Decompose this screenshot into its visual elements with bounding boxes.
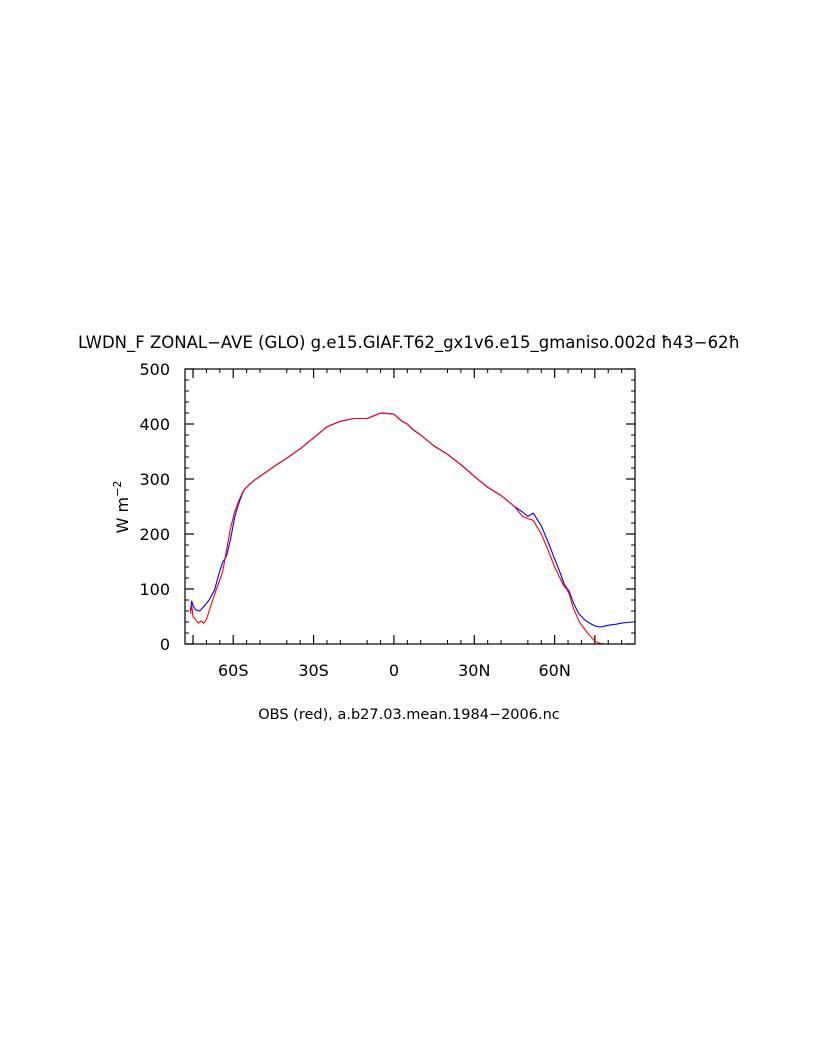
- x-tick-label: 0: [389, 661, 399, 680]
- x-tick-label: 60S: [218, 661, 249, 680]
- chart-caption: OBS (red), a.b27.03.mean.1984−2006.nc: [258, 707, 560, 723]
- series-line-2: [189, 412, 633, 645]
- plot-frame: [184, 368, 636, 645]
- x-tick-label: 60N: [538, 661, 570, 680]
- minor-ticks: [185, 368, 635, 645]
- y-axis-label-base: W m: [113, 497, 132, 534]
- y-axis-label: W m−2: [111, 481, 132, 534]
- y-tick-labels: 0 100 200 300 400 500: [139, 360, 170, 654]
- y-tick-label: 400: [139, 415, 170, 434]
- y-tick-label: 200: [139, 525, 170, 544]
- series-line-1: [189, 412, 633, 628]
- x-tick-label: 30N: [458, 661, 490, 680]
- chart-title: LWDN_F ZONAL−AVE (GLO) g.e15.GIAF.T62_gx…: [78, 333, 740, 353]
- y-tick-label: 100: [139, 580, 170, 599]
- y-axis-label-exponent: −2: [111, 481, 124, 497]
- major-ticks: [185, 368, 635, 645]
- y-tick-label: 300: [139, 470, 170, 489]
- y-tick-label: 0: [160, 635, 170, 654]
- y-tick-label: 500: [139, 360, 170, 379]
- series-group: [189, 412, 633, 645]
- x-tick-label: 30S: [298, 661, 329, 680]
- x-tick-labels: 60S 30S 0 30N 60N: [218, 661, 571, 680]
